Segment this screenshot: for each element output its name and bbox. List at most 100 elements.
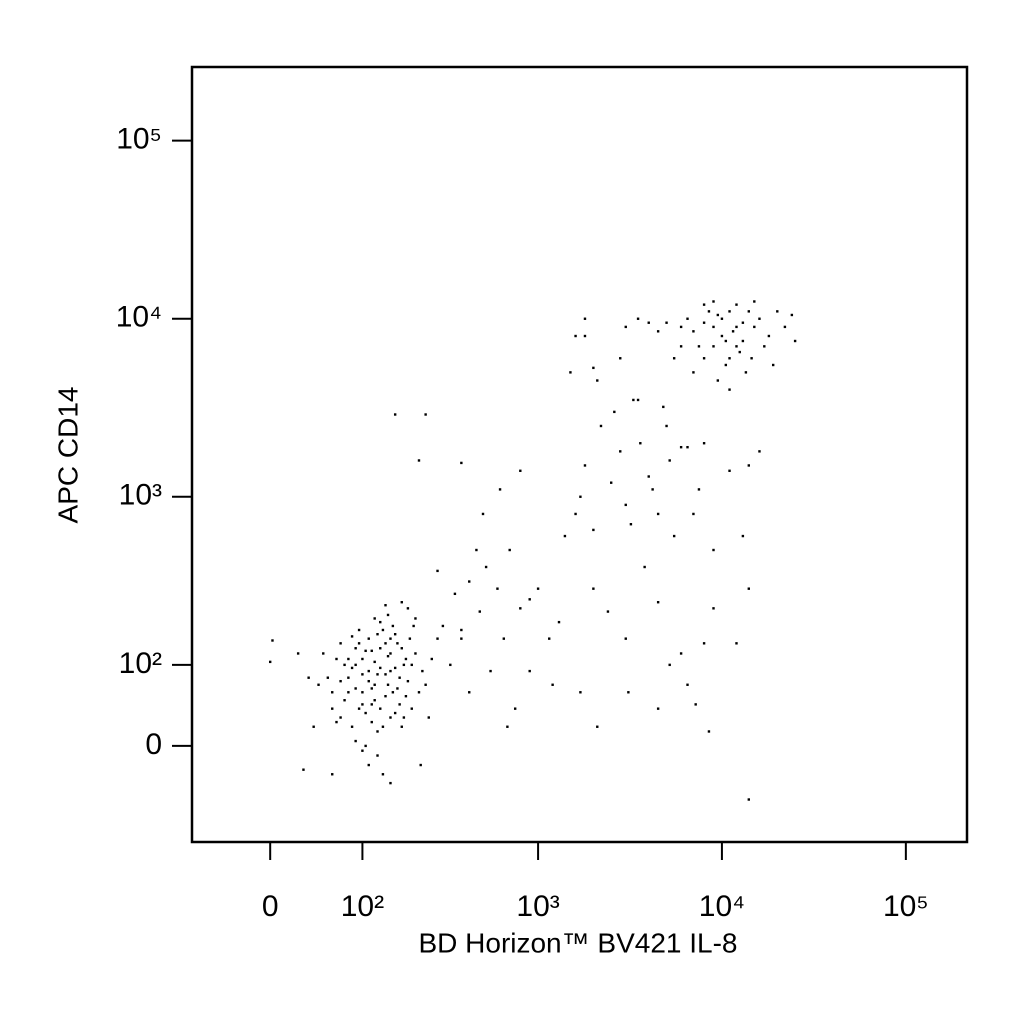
point [783, 325, 787, 329]
point [408, 637, 412, 640]
point [370, 649, 373, 653]
point [624, 325, 627, 329]
point [619, 450, 622, 453]
point [367, 669, 370, 673]
point [592, 587, 595, 590]
point [484, 565, 488, 569]
point [679, 652, 683, 655]
point [636, 398, 640, 402]
point [414, 652, 417, 655]
point [728, 388, 731, 391]
point [707, 730, 711, 733]
x-tick-label: 0 [262, 890, 279, 923]
point [741, 339, 745, 343]
point [404, 657, 408, 661]
point [347, 676, 350, 679]
point [475, 548, 478, 552]
point [389, 669, 392, 673]
point [381, 628, 385, 632]
point [702, 642, 706, 645]
point [513, 707, 517, 710]
point [747, 587, 750, 590]
y-axis-label: APC CD14 [52, 387, 83, 524]
point [647, 475, 650, 478]
point [569, 371, 572, 374]
point [402, 716, 406, 719]
point [373, 683, 376, 686]
point [712, 300, 715, 303]
point [386, 613, 390, 617]
point [339, 679, 342, 683]
point [370, 703, 373, 706]
point [384, 673, 387, 676]
x-tick-label: 10² [341, 890, 384, 923]
point [296, 652, 300, 655]
point [460, 461, 463, 465]
point [636, 317, 640, 320]
point [651, 488, 654, 491]
point [421, 669, 424, 673]
point [393, 413, 397, 416]
point [528, 669, 531, 673]
point [793, 339, 797, 343]
point [331, 691, 334, 694]
point [720, 317, 724, 320]
point [364, 711, 367, 715]
point [396, 642, 399, 645]
point [632, 398, 635, 402]
point [441, 624, 445, 628]
point [735, 325, 738, 329]
point [389, 652, 392, 655]
y-tick-label: 10⁵ [116, 123, 162, 156]
point [692, 371, 695, 374]
point [354, 663, 357, 667]
point [728, 357, 731, 360]
point [747, 310, 750, 313]
point [557, 620, 561, 624]
point [741, 534, 745, 538]
point [386, 654, 390, 658]
point [579, 691, 582, 694]
point [317, 683, 320, 686]
point [629, 523, 633, 526]
point [402, 663, 406, 667]
point [702, 303, 706, 306]
point [776, 310, 779, 313]
point [396, 687, 399, 690]
point [404, 694, 408, 698]
point [370, 720, 373, 724]
point [656, 330, 660, 333]
point [579, 495, 582, 498]
point [361, 703, 364, 706]
point [376, 754, 379, 757]
point [606, 610, 610, 613]
point [519, 607, 522, 610]
point [339, 716, 342, 719]
point [548, 637, 551, 640]
point [592, 366, 595, 370]
point [712, 548, 715, 552]
point [389, 781, 392, 785]
point [354, 647, 357, 650]
point [592, 528, 595, 532]
point [599, 424, 603, 428]
point [551, 683, 554, 686]
point [460, 637, 463, 640]
point [613, 410, 616, 414]
point [502, 637, 506, 640]
point [379, 707, 382, 710]
point [361, 673, 364, 676]
x-tick-label: 10³ [516, 890, 559, 923]
point [656, 707, 660, 710]
point [712, 325, 715, 329]
point [384, 642, 387, 645]
point [381, 725, 385, 728]
point [679, 345, 683, 348]
point [767, 334, 771, 338]
point [692, 512, 695, 516]
point [647, 321, 650, 324]
point [639, 442, 642, 445]
point [373, 699, 376, 702]
point [386, 683, 390, 686]
